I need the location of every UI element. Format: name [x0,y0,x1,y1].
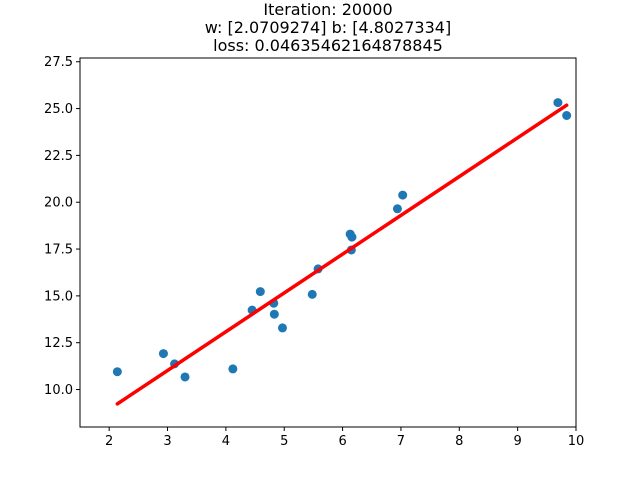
y-tick-label: 12.5 [44,336,73,351]
title-line-1: Iteration: 20000 [263,0,392,19]
x-tick-label: 4 [222,434,230,449]
scatter-point [269,309,279,319]
scatter-point [228,364,238,374]
scatter-point [158,349,168,359]
x-tick-label: 7 [397,434,405,449]
y-axis: 10.0 12.5 15.0 17.5 20.0 22.5 25.0 27.5 [44,55,80,398]
scatter-point [392,204,402,214]
title-line-2: w: [2.0709274] b: [4.8027334] [205,18,451,37]
y-tick-label: 17.5 [44,243,73,258]
scatter-point [112,367,122,377]
scatter-point [180,372,190,382]
x-axis: 2 3 4 5 6 7 8 9 10 [105,427,584,449]
scatter-point [398,190,408,200]
y-tick-label: 27.5 [44,55,73,70]
x-tick-label: 2 [105,434,113,449]
y-tick-label: 25.0 [44,102,73,117]
x-tick-label: 9 [514,434,522,449]
x-tick-label: 10 [568,434,585,449]
scatter-point [255,287,265,297]
y-tick-label: 20.0 [44,196,73,211]
x-tick-label: 8 [455,434,463,449]
y-tick-label: 15.0 [44,289,73,304]
x-tick-label: 5 [280,434,288,449]
x-tick-label: 6 [338,434,346,449]
scatter-point [562,111,572,120]
scatter-point [277,323,287,333]
fit-line [115,103,569,406]
axes-frame [79,57,577,428]
scatter-point [553,98,563,108]
y-tick-label: 10.0 [44,383,73,398]
y-tick-label: 22.5 [44,149,73,164]
title-line-3: loss: 0.04635462164878845 [213,36,443,55]
plot-content [112,98,572,406]
x-tick-label: 3 [163,434,171,449]
scatter-point [347,232,357,242]
scatter-point [307,289,317,299]
